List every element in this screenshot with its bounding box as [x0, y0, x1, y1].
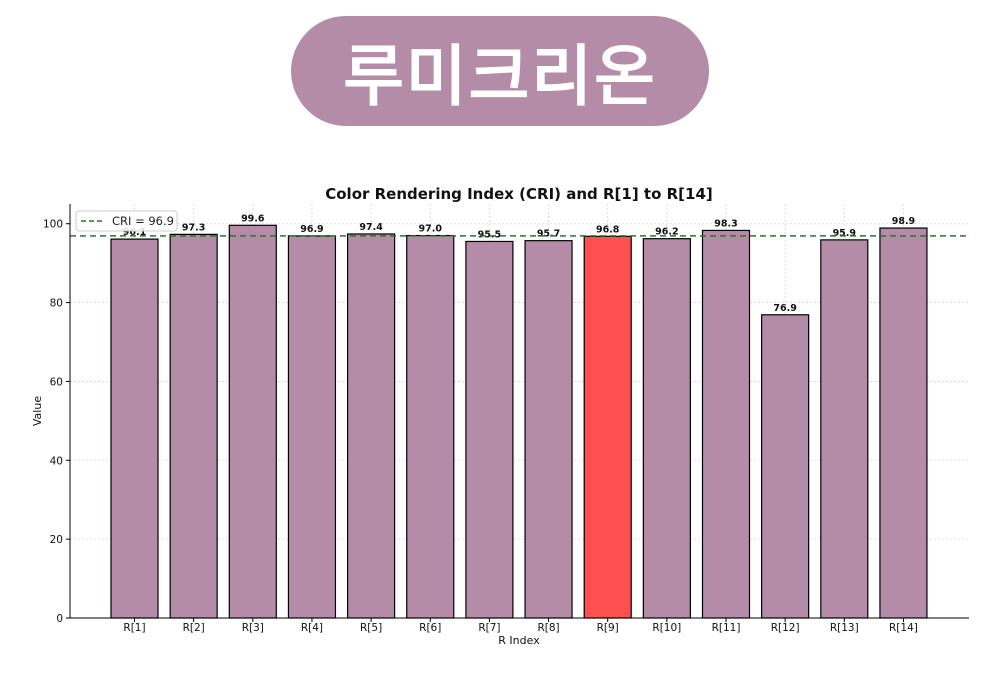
- legend-box: [75, 210, 178, 232]
- x-tick-label: R[7]: [478, 622, 500, 634]
- y-axis-label: Value: [31, 396, 44, 426]
- x-tick-label: R[14]: [889, 622, 918, 634]
- x-tick-label: R[6]: [419, 622, 441, 634]
- y-tick-label: 100: [43, 219, 63, 231]
- data-label-R[7]: 95.5: [478, 229, 501, 240]
- data-label-R[3]: 99.6: [241, 213, 265, 224]
- bar-R[4]: [287, 235, 337, 619]
- bar-R[14]: [879, 227, 928, 619]
- data-label-R[12]: 76.9: [773, 303, 796, 314]
- data-label-R[4]: 96.9: [300, 224, 323, 235]
- x-tick-label: R[10]: [652, 622, 681, 634]
- x-tick-label: R[8]: [537, 622, 559, 634]
- x-tick-label: R[13]: [830, 622, 859, 634]
- data-label-R[10]: 96.2: [655, 227, 678, 238]
- data-label-R[2]: 97.3: [182, 222, 205, 233]
- x-tick-label: R[5]: [360, 622, 382, 634]
- data-label-R[1]: 96.1: [123, 227, 146, 238]
- chart-title: Color Rendering Index (CRI) and R[1] to …: [325, 185, 713, 203]
- data-label-R[11]: 98.3: [714, 218, 737, 229]
- y-tick-label: 80: [50, 298, 63, 310]
- data-label-R[14]: 98.9: [892, 216, 915, 227]
- bar-R[2]: [169, 233, 218, 619]
- data-label-R[5]: 97.4: [359, 222, 383, 233]
- data-label-R[6]: 97.0: [419, 224, 443, 235]
- bar-R[9]: [583, 235, 632, 619]
- data-label-R[9]: 96.8: [596, 224, 620, 235]
- bar-R[12]: [761, 314, 810, 619]
- bar-R[5]: [347, 233, 396, 619]
- bar-R[7]: [465, 240, 514, 619]
- x-tick-label: R[3]: [242, 622, 264, 634]
- y-tick-label: 60: [50, 376, 63, 388]
- y-tick-label: 20: [50, 534, 63, 546]
- legend: CRI = 96.9: [75, 210, 178, 232]
- bar-R[1]: [110, 238, 159, 619]
- legend-label: CRI = 96.9: [112, 214, 174, 228]
- brand-label: 루미크리온: [343, 38, 657, 115]
- bar-R[10]: [642, 238, 691, 619]
- bar-R[3]: [228, 224, 277, 619]
- x-tick-label: R[4]: [301, 622, 323, 634]
- data-labels: 96.1 97.3 99.6 96.9 97.4 97.0 95.5 95.7 96.8 96.2…: [123, 213, 915, 314]
- x-tick-label: R[12]: [771, 622, 800, 634]
- x-tick-label: R[2]: [183, 622, 205, 634]
- y-tick-label: 0: [56, 613, 63, 625]
- bar-R[13]: [820, 239, 869, 619]
- data-label-R[8]: 95.7: [537, 229, 560, 240]
- x-axis-label: R Index: [498, 634, 540, 647]
- x-tick-label: R[9]: [597, 622, 619, 634]
- y-tick-label: 40: [50, 455, 63, 467]
- data-label-R[13]: 95.9: [833, 228, 856, 239]
- bars: [110, 224, 928, 619]
- bar-R[11]: [701, 229, 751, 619]
- bar-R[8]: [524, 240, 573, 619]
- bar-R[6]: [406, 234, 455, 619]
- x-ticks: R[1] R[2] R[3] R[4] R[5] R[6] R[7] R[8] R[9] R[10…: [123, 618, 918, 634]
- x-tick-label: R[1]: [123, 622, 145, 634]
- x-tick-label: R[11]: [712, 622, 741, 634]
- axes: [69, 204, 969, 619]
- brand-badge: 루미크리온: [291, 16, 709, 126]
- y-ticks: 0 20 40 60 80 100: [43, 219, 70, 625]
